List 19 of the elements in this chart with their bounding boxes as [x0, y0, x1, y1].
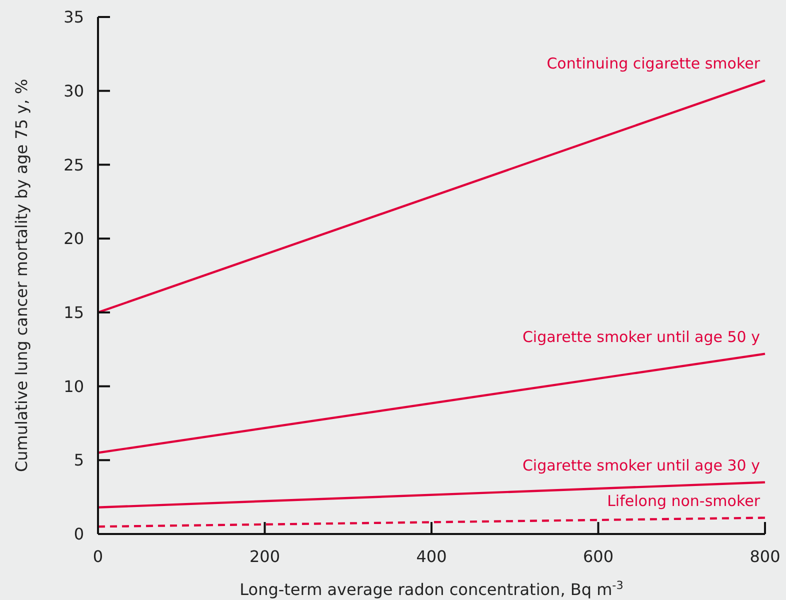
x-tick-label: 800 — [750, 547, 780, 566]
y-tick-label: 10 — [64, 376, 84, 396]
x-axis-title: Long-term average radon concentration, Bq m$^{-3}$ — [240, 578, 624, 599]
y-tick-label: 25 — [64, 155, 84, 174]
x-tick-label: 600 — [582, 547, 614, 566]
series-label: Lifelong non-smoker — [607, 492, 761, 510]
y-tick-label: 30 — [64, 81, 84, 100]
x-tick-label: 400 — [416, 547, 447, 566]
series-label: Continuing cigarette smoker — [546, 54, 761, 73]
series-label: Cigarette smoker until age 50 y — [522, 328, 760, 346]
x-tick-label: 200 — [249, 547, 280, 566]
series-label: Cigarette smoker until age 30 y — [522, 456, 760, 474]
y-tick-label: 20 — [64, 229, 84, 248]
y-tick-label: 35 — [64, 8, 84, 27]
y-axis-title: Cumulative lung cancer mortality by age 75 y, % — [12, 78, 31, 472]
x-tick-label: 0 — [92, 547, 104, 566]
y-tick-label: 0 — [74, 524, 84, 544]
y-tick-label: 15 — [64, 303, 84, 322]
y-tick-label: 5 — [74, 450, 84, 470]
